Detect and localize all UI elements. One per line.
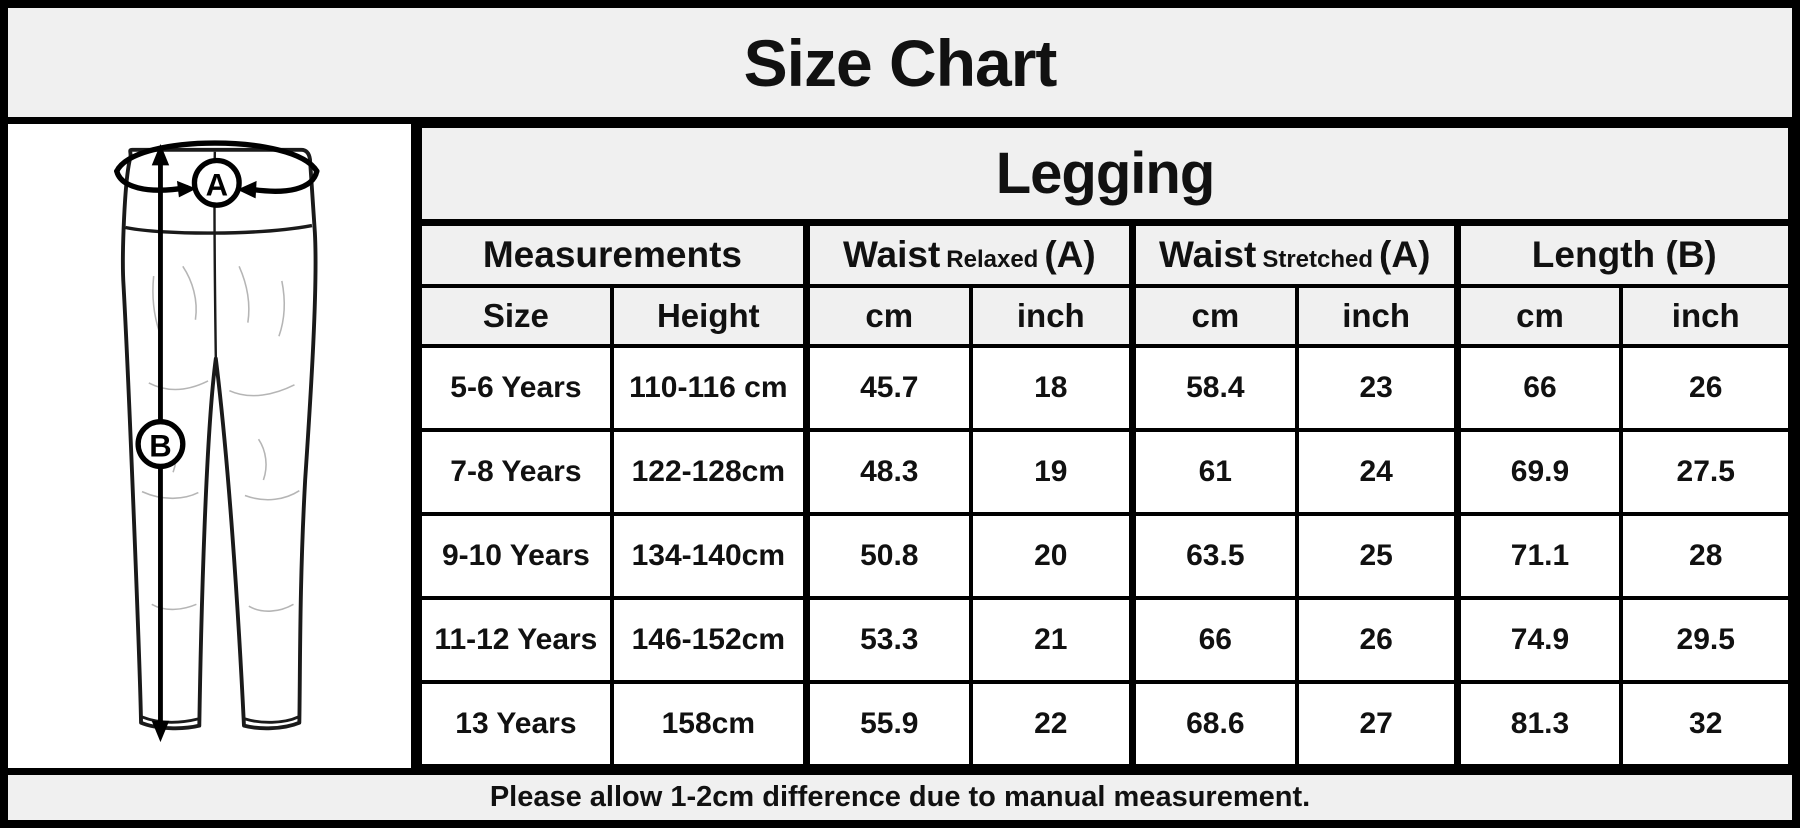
page-title: Size Chart	[743, 25, 1058, 100]
cell-length-inch: 29.5	[1619, 596, 1792, 684]
cell-relaxed-cm: 53.3	[802, 596, 973, 684]
cell-length-cm: 81.3	[1453, 680, 1624, 768]
subheader-length-inch: inch	[1619, 284, 1792, 348]
leggings-outline	[121, 147, 318, 731]
subheader-row: Size Height cm inch cm inch cm inch	[418, 284, 1792, 348]
cell-relaxed-inch: 19	[968, 428, 1135, 516]
waist-measure-arrow	[114, 140, 320, 194]
cell-length-inch: 26	[1619, 344, 1792, 432]
label-a-circle: A	[191, 157, 242, 208]
cell-relaxed-inch: 18	[968, 344, 1135, 432]
footer-note: Please allow 1-2cm difference due to man…	[489, 781, 1311, 813]
title-bar: Size Chart	[8, 8, 1792, 124]
main-area: A B Legging	[8, 124, 1792, 768]
header-waist-stretched: Waist Stretched (A)	[1128, 220, 1460, 288]
subheader-size: Size	[418, 284, 614, 348]
cell-stretched-cm: 66	[1128, 596, 1299, 684]
cell-stretched-cm: 61	[1128, 428, 1299, 516]
waist-relaxed-main: Waist	[842, 233, 941, 275]
footer-note-bar: Please allow 1-2cm difference due to man…	[8, 768, 1792, 820]
cell-size: 5-6 Years	[418, 344, 614, 432]
subheader-stretched-cm: cm	[1128, 284, 1299, 348]
cell-height: 110-116 cm	[609, 344, 809, 432]
leggings-panel: A B	[8, 124, 418, 768]
size-table: Legging Measurements Waist Relaxed (A) Wai…	[417, 124, 1792, 768]
waist-relaxed-sub: Relaxed	[946, 245, 1039, 273]
cell-length-inch: 27.5	[1619, 428, 1792, 516]
waist-arrowhead-right	[237, 180, 257, 199]
table-row: 7-8 Years 122-128cm 48.3 19 61 24 69.9 2…	[418, 428, 1792, 516]
label-b: B	[149, 429, 171, 464]
label-a: A	[206, 167, 228, 202]
cell-length-inch: 28	[1619, 512, 1792, 600]
table-row: 11-12 Years 146-152cm 53.3 21 66 26 74.9…	[418, 596, 1792, 684]
product-header: Legging	[418, 124, 1792, 226]
leggings-diagram: A B	[114, 140, 320, 743]
waist-stretched-suffix: (A)	[1379, 233, 1431, 275]
header-measurements: Measurements	[417, 220, 809, 288]
cell-size: 11-12 Years	[418, 596, 614, 684]
cell-length-cm: 71.1	[1453, 512, 1624, 600]
size-table-wrap: Legging Measurements Waist Relaxed (A) Wai…	[417, 124, 1792, 768]
cell-relaxed-cm: 48.3	[802, 428, 973, 516]
waist-stretched-sub: Stretched	[1262, 245, 1374, 273]
cell-relaxed-cm: 50.8	[802, 512, 973, 600]
cell-stretched-inch: 24	[1294, 428, 1460, 516]
cell-height: 134-140cm	[609, 512, 809, 600]
cell-stretched-inch: 26	[1294, 596, 1460, 684]
waist-stretched-main: Waist	[1159, 233, 1257, 275]
waist-relaxed-suffix: (A)	[1044, 233, 1096, 275]
cell-size: 9-10 Years	[418, 512, 614, 600]
subheader-height: Height	[609, 284, 809, 348]
cell-size: 13 Years	[418, 680, 614, 768]
header-waist-relaxed: Waist Relaxed (A)	[802, 220, 1135, 288]
header-length: Length (B)	[1453, 220, 1792, 288]
subheader-length-cm: cm	[1453, 284, 1624, 348]
cell-relaxed-inch: 21	[968, 596, 1135, 684]
cell-stretched-inch: 27	[1294, 680, 1460, 768]
cell-stretched-inch: 23	[1294, 344, 1460, 432]
cell-relaxed-cm: 55.9	[802, 680, 973, 768]
cell-relaxed-inch: 22	[968, 680, 1135, 768]
cell-length-cm: 66	[1453, 344, 1624, 432]
waist-arrowhead-left	[176, 180, 197, 198]
table-row: 5-6 Years 110-116 cm 45.7 18 58.4 23 66 …	[418, 344, 1792, 432]
cell-stretched-cm: 58.4	[1128, 344, 1299, 432]
label-b-circle: B	[135, 419, 186, 470]
cell-relaxed-inch: 20	[968, 512, 1135, 600]
cell-stretched-cm: 68.6	[1128, 680, 1299, 768]
table-row: 9-10 Years 134-140cm 50.8 20 63.5 25 71.…	[418, 512, 1792, 600]
cell-length-inch: 32	[1619, 680, 1792, 768]
cell-stretched-inch: 25	[1294, 512, 1460, 600]
hem-lines	[141, 715, 299, 724]
table-row: 13 Years 158cm 55.9 22 68.6 27 81.3 32	[418, 680, 1792, 768]
cell-length-cm: 74.9	[1453, 596, 1624, 684]
subheader-relaxed-inch: inch	[968, 284, 1135, 348]
subheader-relaxed-cm: cm	[802, 284, 973, 348]
cell-size: 7-8 Years	[418, 428, 614, 516]
cell-stretched-cm: 63.5	[1128, 512, 1299, 600]
header-measurements-label: Measurements	[482, 233, 742, 275]
header-length-label: Length (B)	[1531, 233, 1717, 275]
cell-length-cm: 69.9	[1453, 428, 1624, 516]
cell-height: 158cm	[609, 680, 809, 768]
cell-height: 146-152cm	[609, 596, 809, 684]
subheader-stretched-inch: inch	[1294, 284, 1460, 348]
cell-height: 122-128cm	[609, 428, 809, 516]
cell-relaxed-cm: 45.7	[802, 344, 973, 432]
